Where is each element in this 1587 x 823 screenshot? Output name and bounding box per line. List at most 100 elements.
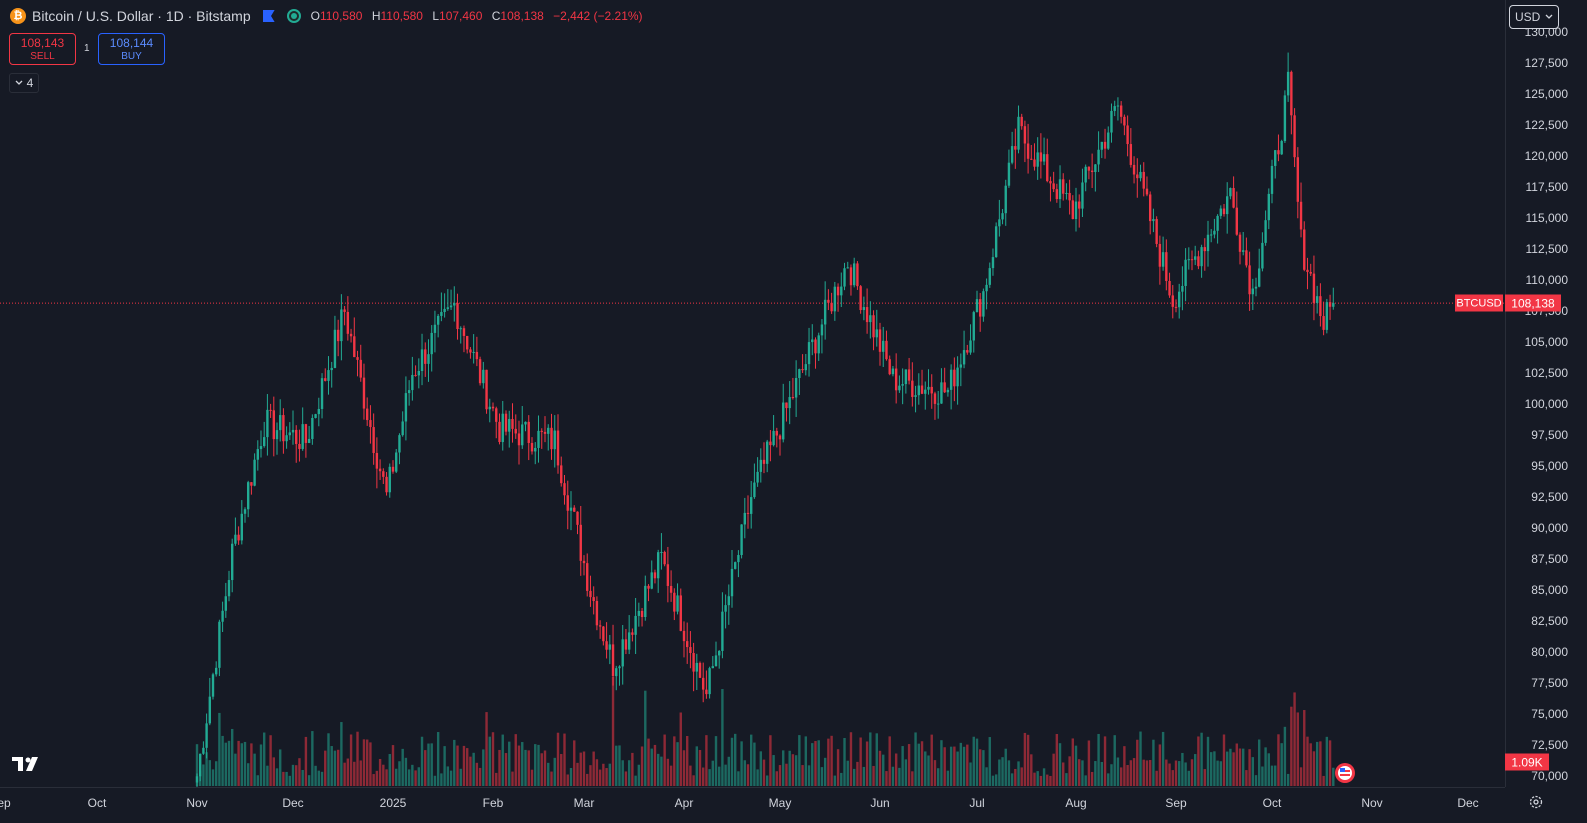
volume-bar xyxy=(205,752,208,786)
volume-bar xyxy=(1081,760,1084,786)
candle xyxy=(788,381,791,425)
volume-bar xyxy=(885,771,888,786)
candle xyxy=(1094,163,1097,192)
time-axis-label: May xyxy=(768,796,792,810)
volume-bar xyxy=(465,748,469,786)
volume-bar xyxy=(482,749,485,786)
volume-bar xyxy=(669,765,673,786)
volume-bar xyxy=(618,745,621,786)
candle xyxy=(644,575,647,621)
candle xyxy=(653,569,657,584)
buy-button[interactable]: 108,144 BUY xyxy=(98,33,165,65)
price-axis[interactable]: 130,000 127,500 125,000 122,500 120,000 117,5… xyxy=(1505,0,1587,787)
volume-bar xyxy=(495,772,498,786)
volume-bar xyxy=(269,735,272,786)
volume-bar xyxy=(443,746,446,786)
volume-bar xyxy=(282,771,285,786)
currency-select[interactable]: USD xyxy=(1509,5,1559,29)
candle xyxy=(563,475,566,505)
candle xyxy=(737,550,740,578)
candle xyxy=(875,309,878,347)
candle xyxy=(734,561,737,570)
candle xyxy=(275,422,279,455)
market-status-icon[interactable] xyxy=(286,9,301,23)
price-axis-label: 92,500 xyxy=(1531,490,1568,504)
volume-bar xyxy=(1286,773,1290,786)
candle xyxy=(1036,137,1039,180)
volume-bar xyxy=(462,745,466,786)
volume-bar xyxy=(1216,760,1219,786)
volume-bar xyxy=(1007,760,1011,786)
candle xyxy=(817,332,820,361)
candle xyxy=(527,415,530,461)
chart-pane[interactable] xyxy=(0,0,1505,787)
candle xyxy=(1097,131,1100,173)
time-axis-label: Jul xyxy=(969,796,985,810)
candle xyxy=(1161,236,1165,271)
volume-bar xyxy=(637,764,641,786)
time-axis[interactable]: Sep Oct Nov Dec 2025 Feb Mar Apr May Jun Jul Aug Sep… xyxy=(0,787,1505,823)
candle xyxy=(927,369,930,395)
candle xyxy=(336,319,340,357)
volume-bar xyxy=(1071,738,1075,786)
volume-bar xyxy=(1280,743,1283,786)
volume-bar xyxy=(1178,761,1181,786)
volume-bar xyxy=(356,731,359,786)
candle xyxy=(1033,143,1036,171)
sell-button[interactable]: 108,143 SELL xyxy=(9,33,76,65)
volume-bar xyxy=(817,740,820,786)
volume-bar xyxy=(862,766,866,786)
candle xyxy=(586,553,589,597)
candle xyxy=(885,330,888,361)
candle xyxy=(1158,235,1162,285)
volume-bar xyxy=(740,741,743,786)
price-axis-label: 105,000 xyxy=(1524,335,1568,349)
candle xyxy=(823,281,827,340)
volume-bar xyxy=(456,745,459,786)
candle xyxy=(543,416,547,443)
candle xyxy=(1103,128,1107,159)
volume-bar xyxy=(689,765,692,786)
volume-bar xyxy=(272,757,275,786)
time-axis-label: Nov xyxy=(1361,796,1383,810)
gear-icon[interactable] xyxy=(1528,794,1544,810)
volume-bar xyxy=(727,756,730,786)
candle xyxy=(689,631,692,669)
volume-bar xyxy=(1113,735,1116,786)
volume-bar xyxy=(582,751,586,786)
candle xyxy=(511,403,514,443)
volume-bar xyxy=(702,767,705,786)
candle xyxy=(307,425,311,444)
tradingview-logo-icon[interactable] xyxy=(12,754,46,774)
usa-flag-icon[interactable] xyxy=(1334,762,1356,784)
volume-bar xyxy=(469,756,472,786)
volume-bar xyxy=(631,752,634,786)
candle xyxy=(949,364,953,410)
candle xyxy=(650,560,653,590)
volume-bar xyxy=(378,758,382,786)
candle xyxy=(582,555,586,576)
candle xyxy=(1277,134,1280,162)
candle xyxy=(579,505,582,576)
candle xyxy=(1126,115,1129,157)
candle xyxy=(453,286,456,322)
symbol-title[interactable]: Bitcoin / U.S. Dollar · 1D · Bitstamp xyxy=(32,8,251,24)
volume-bar xyxy=(304,736,308,786)
candle xyxy=(1132,156,1136,184)
candle xyxy=(576,511,579,535)
candle xyxy=(1014,128,1017,169)
candle xyxy=(775,427,778,448)
flag-icon[interactable] xyxy=(262,10,275,22)
candle xyxy=(440,292,443,322)
volume-bar xyxy=(1194,754,1197,786)
candle xyxy=(327,356,330,395)
volume-bar xyxy=(436,732,440,786)
volume-bar xyxy=(820,767,824,786)
candle xyxy=(1315,285,1319,314)
volume-bar xyxy=(1283,726,1287,786)
indicators-toggle-button[interactable]: 4 xyxy=(9,73,39,93)
volume-bar xyxy=(330,746,333,786)
volume-bar xyxy=(1036,771,1039,786)
volume-bar xyxy=(708,769,711,786)
volume-bar xyxy=(914,732,917,786)
